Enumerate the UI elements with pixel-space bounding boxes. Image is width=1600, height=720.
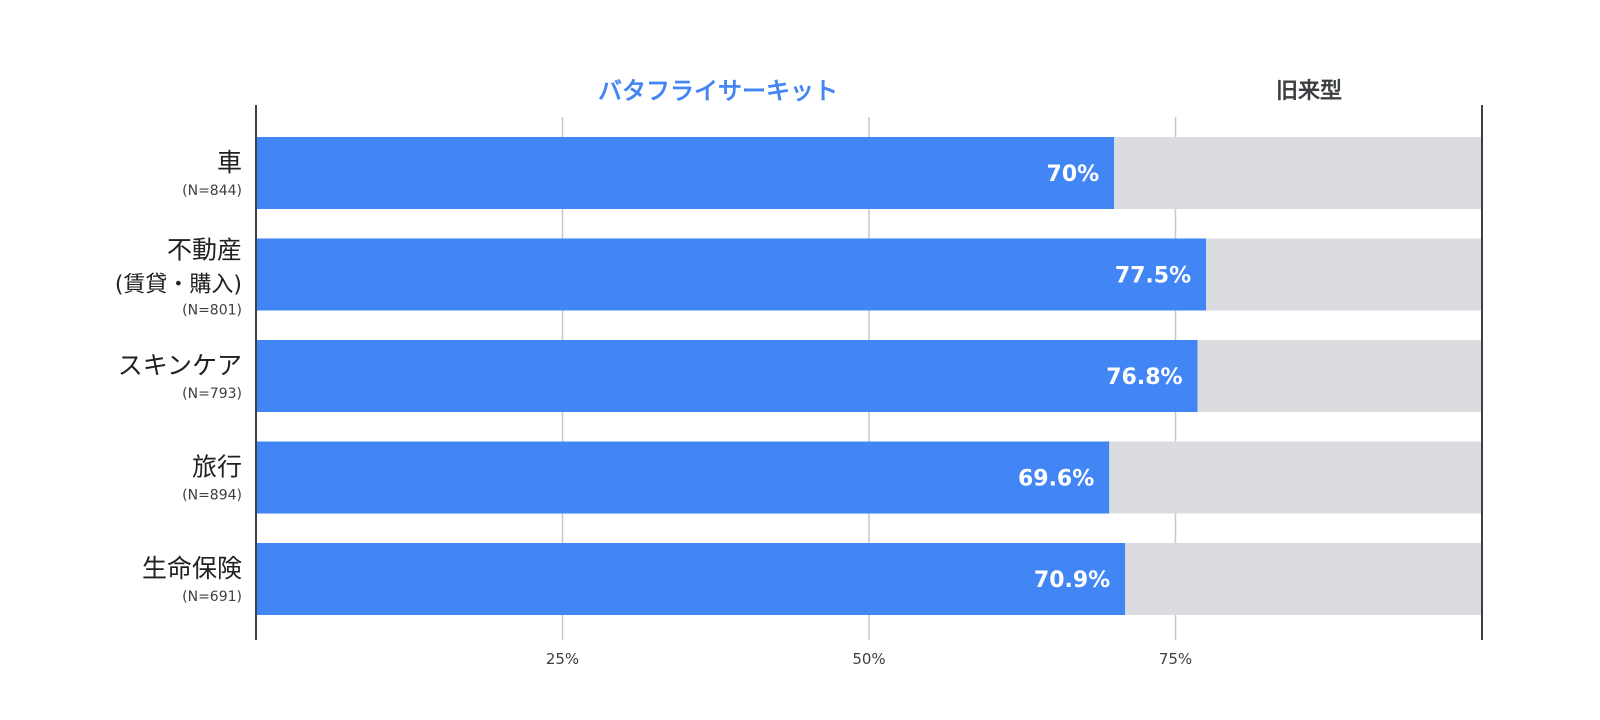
- legend-butterfly: バタフライサーキット: [598, 77, 838, 105]
- category-label: 旅行: [192, 453, 242, 482]
- bar-butterfly-4: [256, 543, 1126, 615]
- category-label: 不動産: [167, 236, 242, 265]
- category-n: (N=801): [182, 303, 242, 319]
- x-tick-label: 25%: [546, 650, 579, 668]
- bar-traditional-0: [1114, 137, 1482, 209]
- value-label: 70%: [1047, 162, 1100, 187]
- bar-butterfly-3: [256, 441, 1110, 514]
- bar-traditional-2: [1197, 340, 1482, 412]
- category-n: (N=793): [182, 386, 242, 402]
- category-n: (N=894): [182, 488, 242, 504]
- x-tick-label: 75%: [1159, 650, 1192, 668]
- category-label: 生命保険: [142, 554, 242, 583]
- bar-butterfly-1: [256, 238, 1207, 311]
- legend-traditional: 旧来型: [1276, 79, 1342, 104]
- bar-traditional-4: [1125, 543, 1482, 615]
- category-label: 車: [217, 148, 242, 177]
- category-sublabel: (賃貸・購入): [115, 273, 242, 298]
- bar-traditional-1: [1206, 238, 1482, 311]
- value-label: 69.6%: [1018, 467, 1094, 492]
- x-tick-label: 50%: [852, 650, 885, 668]
- category-n: (N=691): [182, 589, 242, 605]
- bar-butterfly-2: [256, 340, 1198, 412]
- category-n: (N=844): [182, 183, 242, 199]
- value-label: 70.9%: [1034, 568, 1110, 593]
- category-label: スキンケア: [118, 351, 242, 380]
- bar-butterfly-0: [256, 137, 1115, 209]
- value-label: 76.8%: [1106, 365, 1182, 390]
- bar-traditional-3: [1109, 441, 1482, 514]
- value-label: 77.5%: [1115, 264, 1191, 289]
